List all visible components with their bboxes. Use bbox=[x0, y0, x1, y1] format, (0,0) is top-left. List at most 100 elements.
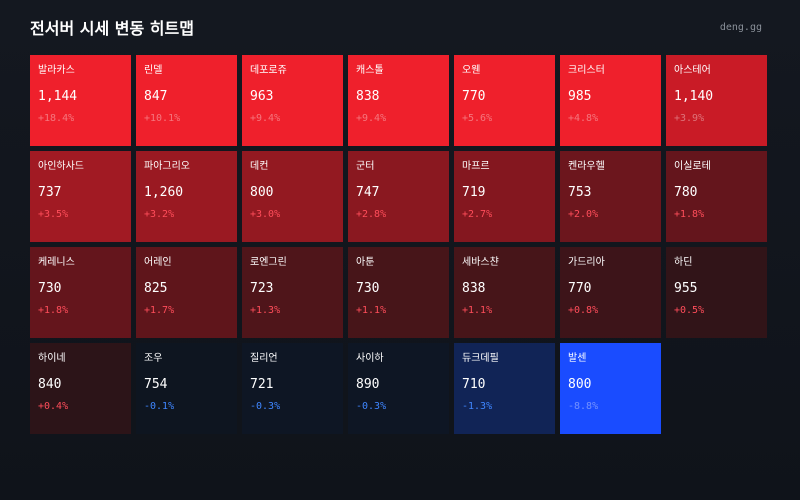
server-price: 847 bbox=[144, 89, 168, 104]
price-change: +3.2% bbox=[144, 209, 175, 220]
server-name: 아툰 bbox=[356, 257, 375, 268]
server-name: 크리스터 bbox=[568, 65, 605, 76]
server-name: 질리언 bbox=[250, 353, 278, 364]
price-change: +4.8% bbox=[568, 113, 599, 124]
heatmap-cell[interactable]: 군터 747 +2.8% bbox=[348, 151, 449, 242]
price-change: +3.5% bbox=[38, 209, 69, 220]
server-name: 하이네 bbox=[38, 353, 66, 364]
brand-label[interactable]: deng.gg bbox=[719, 22, 762, 33]
server-name: 로엔그린 bbox=[250, 257, 287, 268]
server-name: 군터 bbox=[356, 161, 375, 172]
price-change: -0.3% bbox=[356, 401, 387, 412]
price-change: +3.9% bbox=[674, 113, 705, 124]
server-name: 아인하사드 bbox=[38, 161, 84, 172]
heatmap-cell[interactable]: 발센 800 -8.8% bbox=[560, 343, 661, 434]
server-name: 하딘 bbox=[674, 257, 693, 268]
price-change: +3.0% bbox=[250, 209, 281, 220]
price-change: +1.8% bbox=[674, 209, 705, 220]
heatmap-cell[interactable]: 마프르 719 +2.7% bbox=[454, 151, 555, 242]
server-price: 963 bbox=[250, 89, 274, 104]
server-name: 데컨 bbox=[250, 161, 269, 172]
server-price: 747 bbox=[356, 185, 380, 200]
server-name: 데포로쥬 bbox=[250, 65, 287, 76]
server-price: 985 bbox=[568, 89, 592, 104]
heatmap-cell[interactable]: 아툰 730 +1.1% bbox=[348, 247, 449, 338]
server-name: 발센 bbox=[568, 353, 587, 364]
server-name: 아스테어 bbox=[674, 65, 711, 76]
server-name: 가드리아 bbox=[568, 257, 605, 268]
heatmap-cell[interactable]: 케레니스 730 +1.8% bbox=[30, 247, 131, 338]
heatmap-cell[interactable]: 린델 847 +10.1% bbox=[136, 55, 237, 146]
server-price: 800 bbox=[568, 377, 592, 392]
heatmap-cell[interactable]: 조우 754 -0.1% bbox=[136, 343, 237, 434]
server-price: 1,260 bbox=[144, 185, 184, 200]
price-change: +1.8% bbox=[38, 305, 69, 316]
heatmap-cell[interactable]: 켄라우헬 753 +2.0% bbox=[560, 151, 661, 242]
server-price: 840 bbox=[38, 377, 62, 392]
price-change: +2.7% bbox=[462, 209, 493, 220]
server-name: 케레니스 bbox=[38, 257, 75, 268]
server-price: 723 bbox=[250, 281, 274, 296]
heatmap-cell[interactable]: 가드리아 770 +0.8% bbox=[560, 247, 661, 338]
price-change: +0.5% bbox=[674, 305, 705, 316]
heatmap-cell[interactable]: 데컨 800 +3.0% bbox=[242, 151, 343, 242]
heatmap-cell[interactable]: 데포로쥬 963 +9.4% bbox=[242, 55, 343, 146]
price-change: +9.4% bbox=[250, 113, 281, 124]
server-price: 1,144 bbox=[38, 89, 78, 104]
price-change: -0.3% bbox=[250, 401, 281, 412]
heatmap-cell[interactable]: 질리언 721 -0.3% bbox=[242, 343, 343, 434]
heatmap-cell[interactable]: 이실로테 780 +1.8% bbox=[666, 151, 767, 242]
heatmap-cell[interactable]: 캐스톨 838 +9.4% bbox=[348, 55, 449, 146]
server-price: 753 bbox=[568, 185, 592, 200]
heatmap-cell[interactable]: 세바스챤 838 +1.1% bbox=[454, 247, 555, 338]
price-change: -8.8% bbox=[568, 401, 599, 412]
heatmap-cell[interactable]: 오웬 770 +5.6% bbox=[454, 55, 555, 146]
server-price: 770 bbox=[568, 281, 592, 296]
page-title: 전서버 시세 변동 히트맵 bbox=[30, 19, 194, 38]
heatmap-cell[interactable]: 사이하 890 -0.3% bbox=[348, 343, 449, 434]
server-price: 1,140 bbox=[674, 89, 714, 104]
price-change: +1.1% bbox=[462, 305, 493, 316]
heatmap-cell[interactable]: 어레인 825 +1.7% bbox=[136, 247, 237, 338]
price-change: +1.3% bbox=[250, 305, 281, 316]
heatmap-cell[interactable]: 하딘 955 +0.5% bbox=[666, 247, 767, 338]
heatmap-cell[interactable]: 아스테어 1,140 +3.9% bbox=[666, 55, 767, 146]
server-name: 마프르 bbox=[462, 161, 490, 172]
server-price: 800 bbox=[250, 185, 274, 200]
price-change: +0.8% bbox=[568, 305, 599, 316]
heatmap-grid: 발라카스 1,144 +18.4% 린델 847 +10.1% 데포로쥬 963 +9.4% 캐스… bbox=[30, 55, 767, 434]
heatmap-cell[interactable]: 하이네 840 +0.4% bbox=[30, 343, 131, 434]
heatmap-cell[interactable]: 로엔그린 723 +1.3% bbox=[242, 247, 343, 338]
heatmap-cell[interactable]: 아인하사드 737 +3.5% bbox=[30, 151, 131, 242]
server-name: 조우 bbox=[144, 353, 163, 364]
price-change: +2.0% bbox=[568, 209, 599, 220]
server-name: 오웬 bbox=[462, 65, 481, 76]
server-name: 캐스톨 bbox=[356, 65, 384, 76]
price-change: +1.1% bbox=[356, 305, 387, 316]
server-price: 770 bbox=[462, 89, 486, 104]
server-price: 838 bbox=[356, 89, 380, 104]
heatmap-cell[interactable]: 크리스터 985 +4.8% bbox=[560, 55, 661, 146]
server-name: 파아그리오 bbox=[144, 161, 190, 172]
server-name: 발라카스 bbox=[38, 65, 75, 76]
price-change: +10.1% bbox=[144, 113, 181, 124]
server-price: 754 bbox=[144, 377, 168, 392]
heatmap-cell[interactable]: 발라카스 1,144 +18.4% bbox=[30, 55, 131, 146]
server-name: 사이하 bbox=[356, 353, 384, 364]
heatmap-cell[interactable]: 듀크데필 710 -1.3% bbox=[454, 343, 555, 434]
server-price: 721 bbox=[250, 377, 274, 392]
server-price: 710 bbox=[462, 377, 486, 392]
server-name: 세바스챤 bbox=[462, 257, 499, 268]
price-change: +18.4% bbox=[38, 113, 75, 124]
server-name: 이실로테 bbox=[674, 161, 711, 172]
heatmap-cell[interactable]: 파아그리오 1,260 +3.2% bbox=[136, 151, 237, 242]
server-name: 린델 bbox=[144, 65, 163, 76]
price-change: +9.4% bbox=[356, 113, 387, 124]
server-name: 켄라우헬 bbox=[568, 161, 605, 172]
server-price: 719 bbox=[462, 185, 486, 200]
server-name: 듀크데필 bbox=[462, 353, 499, 364]
price-change: -1.3% bbox=[462, 401, 493, 412]
server-price: 730 bbox=[38, 281, 62, 296]
price-change: +0.4% bbox=[38, 401, 69, 412]
server-price: 780 bbox=[674, 185, 698, 200]
